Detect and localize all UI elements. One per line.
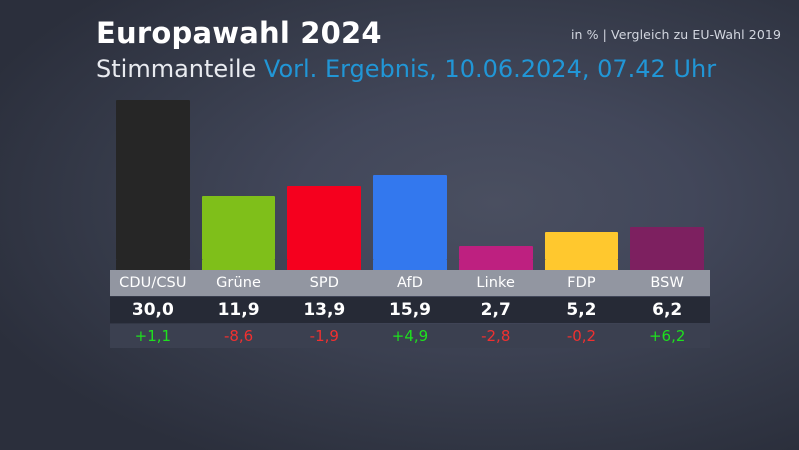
color-swatch [201,260,276,270]
party-value: 15,9 [389,300,431,320]
bar-column [539,100,625,260]
party-name: CDU/CSU [119,275,187,291]
color-swatch [287,260,362,270]
party-change-row: +1,1 -8,6 -1,9 +4,9 -2,8 -0,2 +6,2 [110,324,710,348]
party-name: Grüne [216,275,262,291]
color-strip-cell [110,260,196,270]
bar-column [624,100,710,260]
color-strip-cell [367,260,453,270]
color-swatch [116,260,190,270]
bar-bsw [630,226,705,260]
party-value-cell: 15,9 [367,297,453,323]
party-change: +1,1 [134,327,172,345]
party-change-cell: +4,9 [367,324,453,348]
party-value-cell: 2,7 [453,297,539,323]
party-name-cell: BSW [624,270,710,296]
party-change: -8,6 [223,327,254,345]
party-name-cell: AfD [367,270,453,296]
party-change-cell: +1,1 [110,324,196,348]
party-name: BSW [650,275,684,291]
color-swatch [458,260,533,270]
color-strip-cell [624,260,710,270]
bar-cdu-csu [116,100,190,260]
party-value: 13,9 [303,300,346,320]
party-value: 30,0 [131,300,174,320]
bar-gr-ne [201,196,276,260]
party-name: Linke [476,275,516,291]
color-strip-cell [196,260,282,270]
bar-column [196,100,282,260]
party-value-cell: 5,2 [539,297,625,323]
color-strip-cell [281,260,367,270]
party-change-cell: -8,6 [196,324,282,348]
party-name: FDP [567,275,596,291]
party-value: 5,2 [566,300,597,320]
party-change: -1,9 [309,327,339,345]
party-value: 11,9 [217,300,260,320]
color-strip-row [110,260,710,270]
page-title: Europawahl 2024 [96,16,382,50]
party-name: AfD [397,275,423,291]
subtitle-result-status: Vorl. Ergebnis, 10.06.2024, 07.42 Uhr [263,54,717,83]
party-value-cell: 13,9 [281,297,367,323]
party-change-cell: -0,2 [539,324,625,348]
subtitle-line: Stimmanteile Vorl. Ergebnis, 10.06.2024,… [96,54,781,84]
bar-spd [287,185,362,260]
bar-column [367,100,453,260]
party-name-cell: Linke [453,270,539,296]
party-name-row: CDU/CSU Grüne SPD AfD Linke FDP BSW [110,270,710,296]
party-value: 6,2 [652,300,683,320]
election-bar-chart: CDU/CSU Grüne SPD AfD Linke FDP BSW 30,0 11,9 13… [110,100,710,348]
party-value-row: 30,0 11,9 13,9 15,9 2,7 5,2 6,2 [110,297,710,323]
bar-column [110,100,196,260]
bar-fdp [544,232,619,260]
bar-linke [458,245,533,260]
party-change: +4,9 [391,327,429,345]
party-change-cell: -2,8 [453,324,539,348]
bars-plot-area [110,100,710,260]
bar-column [453,100,539,260]
bar-afd [373,175,447,260]
party-name-cell: Grüne [196,270,282,296]
party-name: SPD [309,275,339,291]
party-name-cell: SPD [281,270,367,296]
color-swatch [544,260,619,270]
chart-note: in % | Vergleich zu EU-Wahl 2019 [570,27,781,42]
party-value-cell: 30,0 [110,297,196,323]
bar-column [281,100,367,260]
party-name-cell: FDP [539,270,625,296]
party-value-cell: 11,9 [196,297,282,323]
party-change: -2,8 [481,327,511,345]
subtitle-label: Stimmanteile [96,54,257,83]
party-value-cell: 6,2 [624,297,710,323]
party-value: 2,7 [480,300,511,320]
party-change: +6,2 [648,327,686,345]
color-strip-cell [453,260,539,270]
party-change-cell: +6,2 [624,324,710,348]
color-swatch [373,260,447,270]
color-swatch [630,260,705,270]
color-strip-cell [539,260,625,270]
party-change: -0,2 [566,327,597,345]
header: Europawahl 2024 Stimmanteile Vorl. Ergeb… [96,16,781,90]
party-change-cell: -1,9 [281,324,367,348]
party-name-cell: CDU/CSU [110,270,196,296]
